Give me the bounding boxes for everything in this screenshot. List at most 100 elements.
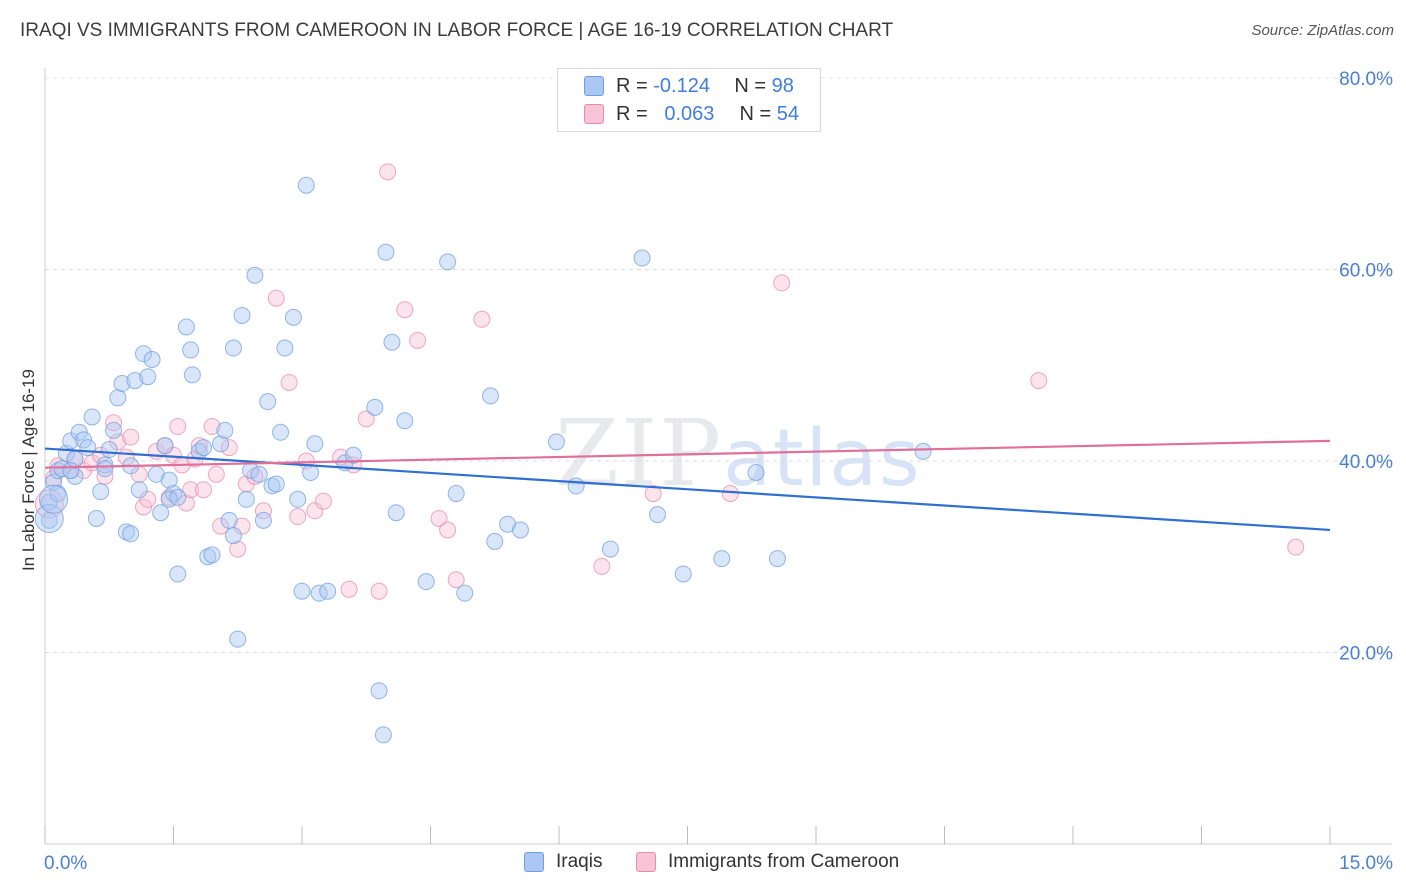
iraqi-point bbox=[96, 460, 114, 478]
cameroon-point bbox=[644, 485, 662, 503]
iraqi-point bbox=[79, 439, 97, 457]
iraqi-point bbox=[914, 442, 932, 460]
iraqi-point bbox=[649, 506, 667, 524]
iraqi-point bbox=[302, 463, 320, 481]
legend-r-label: R = bbox=[616, 102, 648, 125]
cameroon-point bbox=[194, 481, 212, 499]
iraqi-point bbox=[456, 584, 474, 602]
legend-row-iraqis: R = -0.124 N = 98 bbox=[584, 73, 794, 99]
iraqi-point bbox=[130, 481, 148, 499]
series-swatch-cameroon bbox=[636, 852, 656, 872]
iraqi-point bbox=[254, 511, 272, 529]
cameroon-point bbox=[306, 502, 324, 520]
chart-title: IRAQI VS IMMIGRANTS FROM CAMEROON IN LAB… bbox=[20, 20, 894, 41]
iraqi-point bbox=[747, 463, 765, 481]
iraqi-point bbox=[139, 368, 157, 386]
y-tick-label: 20.0% bbox=[1339, 644, 1393, 665]
cameroon-point bbox=[203, 418, 221, 436]
iraqi-point bbox=[439, 253, 457, 271]
iraqi-point bbox=[237, 490, 255, 508]
cameroon-point bbox=[254, 502, 272, 520]
iraqi-point bbox=[233, 306, 251, 324]
cameroon-point bbox=[1287, 538, 1305, 556]
series-legend-label: Immigrants from Cameroon bbox=[668, 851, 900, 872]
cameroon-point bbox=[773, 274, 791, 292]
legend-n-label: N = bbox=[734, 74, 767, 97]
cameroon-point bbox=[229, 540, 247, 558]
iraqi-point bbox=[601, 540, 619, 558]
cameroon-point bbox=[139, 490, 157, 508]
legend-n-value: 54 bbox=[776, 102, 799, 125]
iraqi-point bbox=[674, 565, 692, 583]
iraqi-point bbox=[293, 582, 311, 600]
iraqi-point bbox=[122, 525, 140, 543]
iraqi-point bbox=[87, 509, 105, 527]
trend-lines bbox=[44, 439, 1331, 532]
cameroon-point bbox=[396, 301, 414, 319]
x-tick-label: 0.0% bbox=[44, 853, 87, 874]
iraqi-point-large bbox=[34, 503, 64, 533]
legend-r-value: -0.124 bbox=[653, 74, 710, 97]
cameroon-point bbox=[267, 289, 285, 307]
iraqi-point bbox=[366, 398, 384, 416]
iraqi-point bbox=[224, 527, 242, 545]
cameroon-trend-line bbox=[44, 439, 1331, 469]
iraqi-point bbox=[177, 318, 195, 336]
cameroon-point bbox=[379, 163, 397, 181]
iraqi-point bbox=[216, 421, 234, 439]
iraqi-point bbox=[272, 423, 290, 441]
cameroon-point bbox=[135, 498, 153, 516]
iraqi-point bbox=[229, 630, 247, 648]
tick-labels: 20.0% 40.0% 60.0% 80.0% 0.0% 15.0% bbox=[44, 69, 1393, 874]
iraqi-point bbox=[156, 437, 174, 455]
legend-r-value: 0.063 bbox=[664, 102, 715, 125]
iraqi-point bbox=[109, 389, 127, 407]
data-points bbox=[34, 163, 1305, 744]
iraqi-point bbox=[370, 682, 388, 700]
iraqi-point bbox=[169, 488, 187, 506]
iraqi-point bbox=[75, 431, 93, 449]
cameroon-point bbox=[593, 557, 611, 575]
y-tick-label: 60.0% bbox=[1339, 261, 1393, 282]
iraqi-point bbox=[143, 351, 161, 369]
legend-r-label: R = bbox=[616, 74, 648, 97]
legend-n-value: 98 bbox=[771, 74, 794, 97]
iraqi-point bbox=[306, 435, 324, 453]
cameroon-point bbox=[721, 485, 739, 503]
legend-swatch-cameroon bbox=[584, 104, 604, 124]
iraqi-point bbox=[768, 550, 786, 568]
iraqi-point bbox=[117, 523, 135, 541]
iraqi-point bbox=[169, 565, 187, 583]
cameroon-point bbox=[212, 517, 230, 535]
iraqi-point bbox=[194, 439, 212, 457]
y-tick-label: 40.0% bbox=[1339, 452, 1393, 473]
iraqi-point bbox=[481, 387, 499, 405]
iraqi-point bbox=[199, 548, 217, 566]
iraqi-point bbox=[447, 485, 465, 503]
iraqi-point bbox=[160, 490, 178, 508]
iraqi-point bbox=[547, 433, 565, 451]
iraqi-trend-line bbox=[44, 447, 1331, 532]
x-tick-label: 15.0% bbox=[1339, 853, 1393, 874]
iraqi-point bbox=[310, 584, 328, 602]
cameroon-point bbox=[447, 571, 465, 589]
cameroon-point bbox=[280, 373, 298, 391]
series-legend-cameroon[interactable]: Immigrants from Cameroon bbox=[636, 851, 899, 873]
iraqi-point bbox=[83, 408, 101, 426]
series-legend-iraqis[interactable]: Iraqis bbox=[524, 851, 602, 873]
iraqi-point bbox=[250, 465, 268, 483]
iraqi-point bbox=[220, 511, 238, 529]
iraqi-point bbox=[160, 471, 178, 489]
correlation-legend: R = -0.124 N = 98 R = 0.063 N = 54 bbox=[557, 68, 821, 132]
iraqi-point bbox=[511, 521, 529, 539]
cameroon-point bbox=[340, 580, 358, 598]
iraqi-point bbox=[267, 475, 285, 493]
cameroon-point bbox=[169, 418, 187, 436]
iraqi-point bbox=[92, 483, 110, 501]
iraqi-point bbox=[113, 374, 131, 392]
cameroon-point bbox=[370, 582, 388, 600]
cameroon-point bbox=[314, 492, 332, 510]
watermark-atlas: atlas bbox=[723, 414, 922, 504]
iraqi-point bbox=[383, 333, 401, 351]
iraqi-point bbox=[135, 345, 153, 363]
